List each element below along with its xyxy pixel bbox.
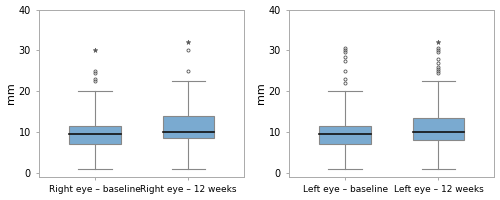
Y-axis label: mm: mm: [6, 82, 16, 104]
Bar: [413, 118, 464, 140]
Y-axis label: mm: mm: [256, 82, 266, 104]
Bar: [320, 126, 371, 144]
Bar: [70, 126, 120, 144]
Bar: [162, 116, 214, 138]
